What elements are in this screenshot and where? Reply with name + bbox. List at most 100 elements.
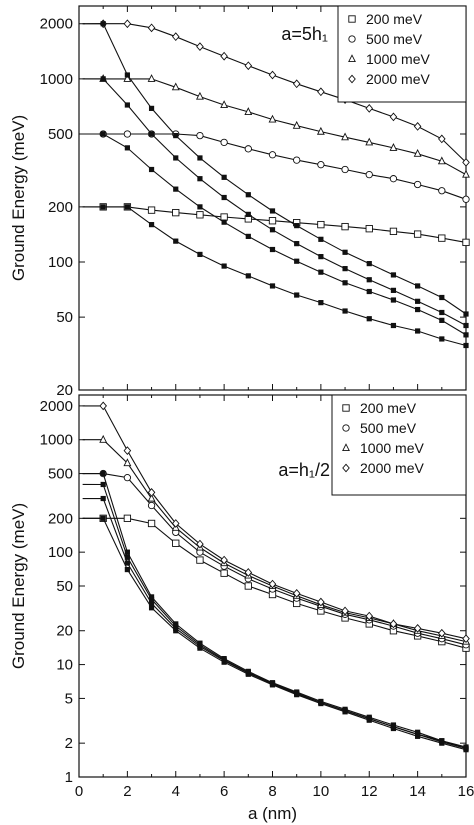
data-point: [100, 495, 106, 502]
data-point: [197, 204, 203, 210]
data-point: [439, 738, 445, 744]
data-point: [221, 263, 227, 269]
y-tick-label: 500: [48, 466, 73, 483]
data-point: [366, 288, 372, 295]
data-point: [196, 131, 204, 140]
data-point: [100, 515, 106, 521]
data-point: [341, 222, 349, 231]
data-point: [123, 458, 132, 467]
data-point: [348, 54, 356, 63]
series-lower-5: [82, 131, 469, 338]
data-point: [389, 619, 398, 629]
data-point: [389, 112, 398, 122]
data-point: [415, 306, 421, 313]
data-point: [123, 473, 132, 482]
data-point: [317, 87, 325, 97]
data-point: [269, 246, 276, 253]
data-point: [348, 74, 356, 84]
data-point: [413, 122, 422, 131]
data-point: [124, 554, 130, 560]
series-1000-mev: [82, 74, 470, 178]
series-line: [82, 473, 467, 646]
data-point: [123, 446, 132, 456]
panel-annotation: a=h₁/2: [278, 460, 330, 480]
legend: 200 meV 500 meV 1000 meV 2000 meV: [337, 5, 467, 103]
data-point: [196, 539, 204, 549]
data-point: [173, 238, 179, 244]
data-point: [124, 72, 130, 78]
data-point: [366, 316, 372, 322]
y-tick-label: 200: [48, 510, 73, 527]
data-point: [124, 560, 130, 566]
data-point: [147, 501, 156, 510]
data-point: [415, 283, 421, 289]
data-point: [268, 217, 277, 225]
series-lower-6: [82, 481, 469, 751]
data-point: [366, 277, 372, 283]
data-point: [365, 137, 374, 146]
data-point: [462, 195, 470, 203]
data-point: [244, 145, 252, 153]
data-point: [316, 126, 325, 135]
data-point: [100, 470, 106, 477]
x-tick-label: 12: [361, 783, 378, 800]
data-point: [124, 102, 130, 108]
data-point: [171, 82, 180, 91]
data-point: [439, 317, 445, 323]
data-point: [438, 234, 446, 242]
y-tick-label: 20: [56, 623, 73, 640]
legend-entry: 500 meV: [366, 31, 423, 47]
data-point: [221, 174, 227, 180]
data-point: [173, 133, 179, 139]
x-tick-label: 6: [220, 783, 228, 800]
x-tick-label: 10: [313, 783, 330, 800]
data-point: [123, 130, 132, 138]
data-point: [342, 280, 348, 286]
data-point: [100, 481, 106, 488]
data-point: [269, 208, 276, 214]
series-line: [82, 473, 467, 748]
data-point: [269, 283, 276, 289]
data-point: [438, 628, 446, 638]
y-tick-label: 200: [48, 199, 73, 216]
data-point: [173, 155, 179, 161]
data-point: [415, 729, 421, 735]
x-tick-label: 16: [458, 783, 474, 800]
data-point: [99, 434, 108, 443]
data-point: [245, 211, 251, 217]
series-line: [82, 497, 467, 749]
data-point: [294, 223, 300, 229]
y-axis-title: Ground Energy (meV): [9, 503, 28, 669]
data-point: [220, 100, 229, 109]
data-point: [390, 287, 397, 293]
data-point: [245, 668, 251, 674]
data-point: [463, 332, 469, 338]
data-point: [124, 145, 130, 151]
y-tick-label: 100: [48, 544, 73, 561]
data-point: [462, 157, 470, 167]
data-point: [123, 74, 132, 82]
data-point: [365, 170, 373, 179]
data-point: [196, 42, 204, 52]
data-point: [147, 493, 156, 502]
data-point: [292, 120, 301, 129]
data-point: [100, 76, 106, 82]
data-point: [413, 230, 422, 238]
series-500-mev: [82, 130, 470, 203]
data-point: [197, 176, 203, 182]
series-lower-7: [82, 470, 469, 750]
data-point: [390, 322, 397, 329]
y-tick-label: 1: [65, 769, 73, 786]
data-point: [390, 722, 397, 728]
y-tick-label: 50: [56, 578, 73, 595]
data-point: [244, 107, 253, 115]
series-200-mev: [82, 203, 470, 247]
data-point: [292, 79, 301, 89]
data-point: [293, 156, 301, 164]
legend-box: [331, 394, 467, 496]
data-point: [124, 549, 130, 555]
series-500-mev: [82, 469, 470, 649]
data-point: [221, 219, 227, 225]
data-point: [147, 74, 156, 82]
data-point: [317, 161, 325, 169]
